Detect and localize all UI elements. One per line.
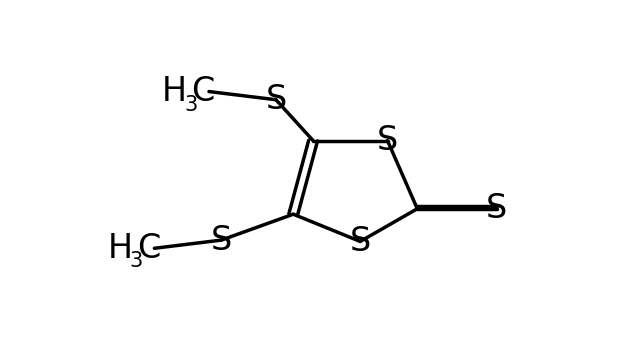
Text: H: H bbox=[162, 75, 187, 108]
Text: 3: 3 bbox=[129, 251, 143, 272]
Text: C: C bbox=[137, 232, 160, 265]
Text: S: S bbox=[266, 83, 287, 116]
Text: C: C bbox=[191, 75, 215, 108]
Text: H: H bbox=[108, 232, 132, 265]
Text: S: S bbox=[349, 225, 371, 258]
Text: S: S bbox=[211, 224, 232, 257]
Text: 3: 3 bbox=[184, 95, 197, 115]
Text: S: S bbox=[486, 192, 508, 225]
Text: S: S bbox=[377, 124, 398, 157]
